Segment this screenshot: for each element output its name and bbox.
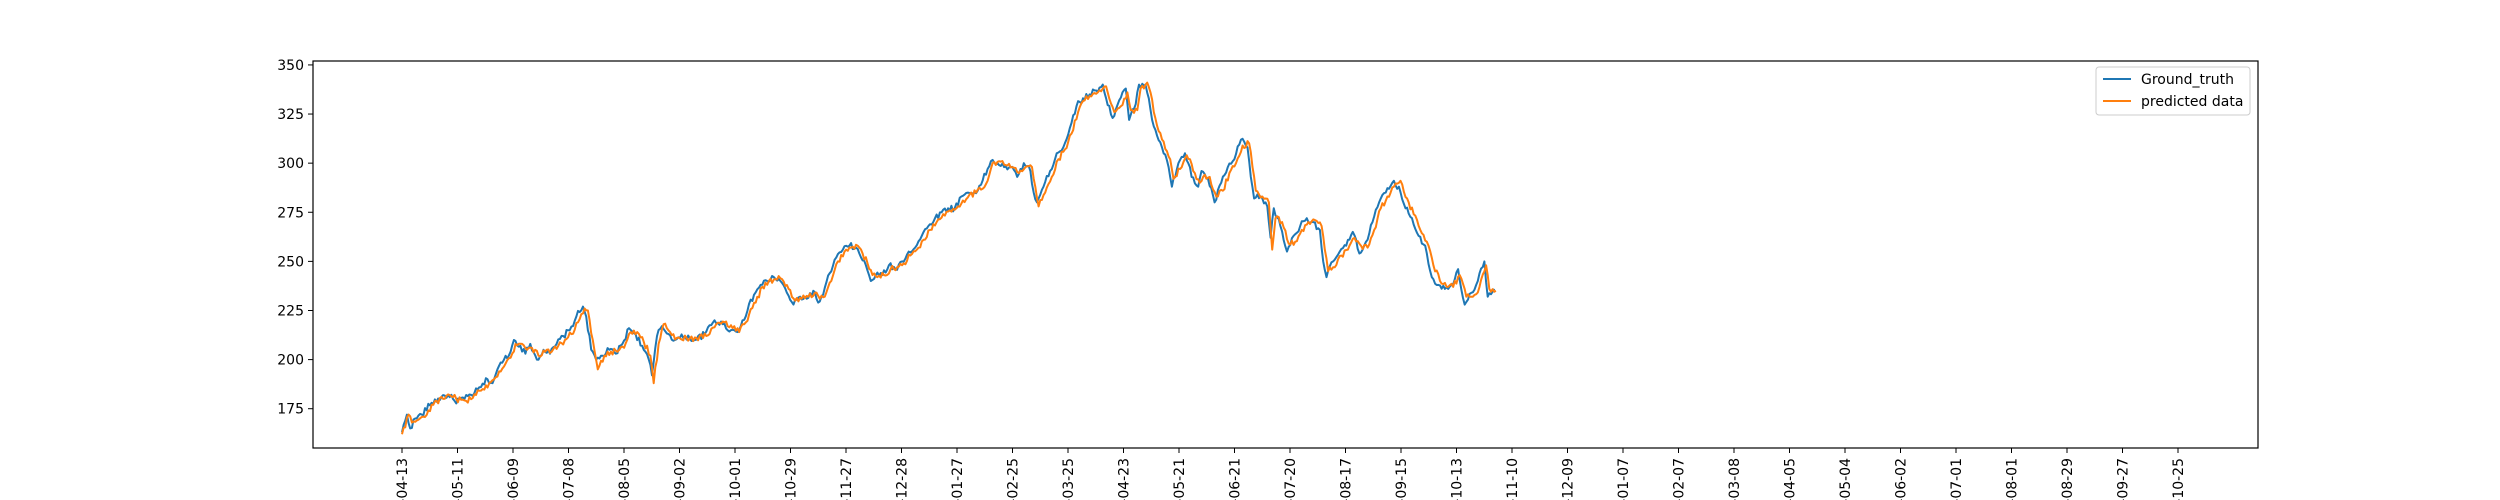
x-axis: -04-13 -05-11 -06-09 -07-08 -08-05 -09-02 -10-…	[395, 448, 2187, 500]
x-tick-label: -06-21	[1228, 458, 1244, 500]
x-tick-label: -02-25	[1006, 458, 1022, 500]
x-tick-label: -05-04	[1838, 458, 1854, 500]
y-tick-label: 300	[277, 156, 304, 172]
x-tick-label: -04-23	[1117, 458, 1133, 500]
legend-label-predicted-data: predicted data	[2141, 94, 2243, 110]
x-tick-label: -09-15	[1394, 458, 1410, 500]
x-tick-label: -07-01	[1949, 458, 1965, 500]
x-tick-label: -05-21	[1172, 458, 1188, 500]
x-tick-label: -10-13	[1450, 458, 1466, 500]
x-tick-label: -08-01	[2005, 458, 2021, 500]
x-tick-label: -10-25	[2171, 458, 2187, 500]
x-tick-label: -09-02	[673, 458, 689, 500]
legend-box	[2095, 66, 2251, 116]
x-tick-label: -01-07	[1616, 458, 1632, 500]
x-tick-label: -08-17	[1339, 458, 1355, 500]
legend-label-ground-truth: Ground_truth	[2141, 72, 2234, 88]
x-tick-label: -10-01	[728, 458, 744, 500]
x-tick-label: -10-29	[784, 458, 800, 500]
x-tick-label: -05-11	[451, 458, 467, 500]
x-tick-label: -07-20	[1283, 458, 1299, 500]
y-tick-label: 200	[277, 353, 304, 369]
axes-frame	[312, 60, 2259, 449]
y-tick-label: 325	[277, 107, 304, 123]
y-axis: 175 200 225 250 275 300 325 350	[277, 58, 313, 418]
legend: Ground_truth predicted data	[2095, 66, 2251, 116]
x-tick-label: -03-08	[1727, 458, 1743, 500]
y-tick-label: 250	[277, 254, 304, 270]
x-tick-label: -12-09	[1561, 458, 1577, 500]
x-tick-label: -11-10	[1505, 458, 1521, 500]
x-tick-label: -08-29	[2060, 458, 2076, 500]
y-tick-label: 175	[277, 402, 304, 418]
series-line-predicted-data	[401, 81, 1497, 435]
series-group	[401, 81, 1497, 435]
x-tick-label: -09-27	[2116, 458, 2132, 500]
x-tick-label: -04-05	[1783, 458, 1799, 500]
x-tick-label: -06-02	[1894, 458, 1910, 500]
x-tick-label: -06-09	[506, 458, 522, 500]
x-tick-label: -11-27	[839, 458, 855, 500]
x-tick-label: -08-05	[617, 458, 633, 500]
y-tick-label: 275	[277, 205, 304, 221]
x-tick-label: -01-27	[950, 458, 966, 500]
y-tick-label: 350	[277, 58, 304, 74]
x-tick-label: -02-07	[1672, 458, 1688, 500]
x-tick-label: -04-13	[395, 458, 411, 500]
x-tick-label: -07-08	[562, 458, 578, 500]
y-tick-label: 225	[277, 303, 304, 319]
x-tick-label: -12-28	[895, 458, 911, 500]
x-tick-label: -03-25	[1061, 458, 1077, 500]
